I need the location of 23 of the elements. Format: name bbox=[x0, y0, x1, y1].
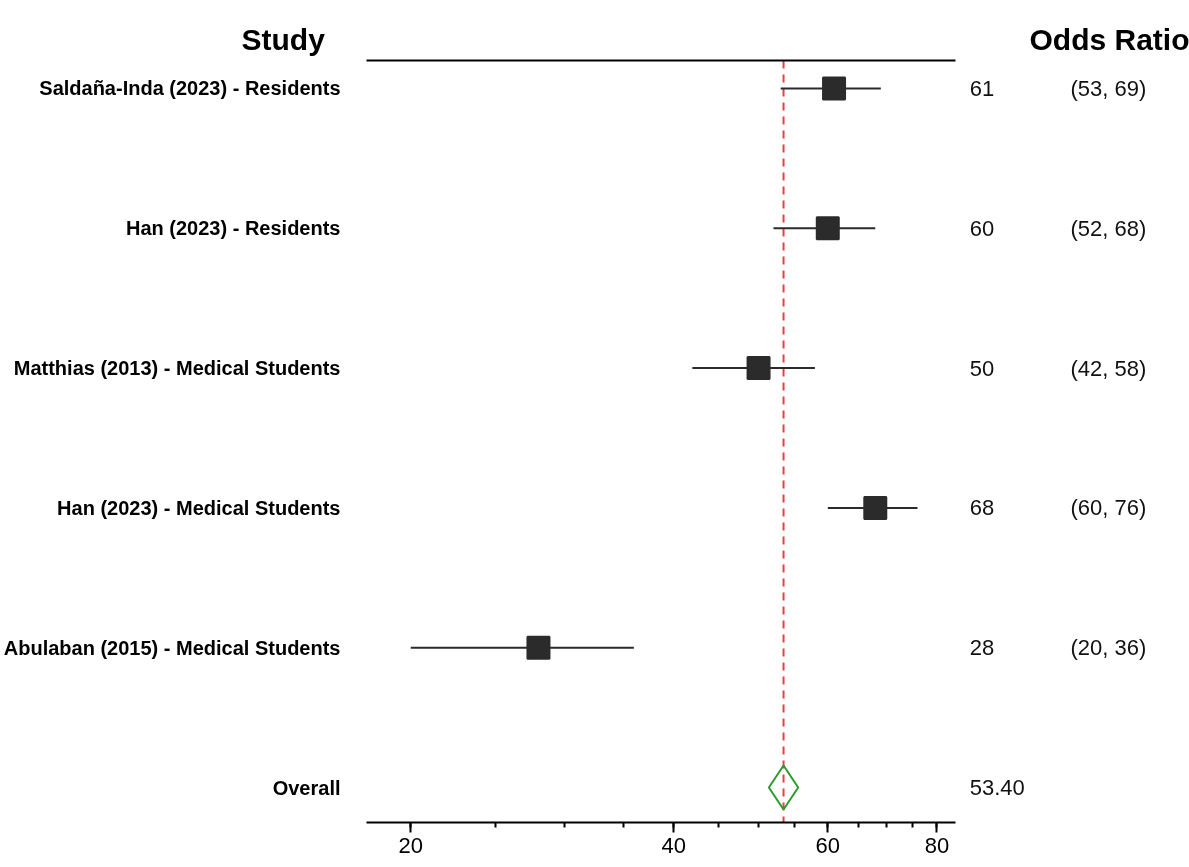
x-tick-label: 20 bbox=[398, 832, 423, 858]
y-axis-title: Study bbox=[241, 22, 326, 56]
text: (60, 76) bbox=[1070, 495, 1147, 521]
y-tick-label: Abulaban (2015) - Medical Students bbox=[3, 636, 341, 659]
text: Odds Ratio bbox=[1029, 22, 1189, 56]
y-tick-label: Saldaña-Inda (2023) - Residents bbox=[39, 77, 341, 100]
data-label: 60 bbox=[969, 215, 995, 241]
text: (42, 58) bbox=[1070, 355, 1147, 381]
data-label: 61 bbox=[969, 75, 995, 101]
text: (20, 36) bbox=[1070, 635, 1147, 661]
x-tick-label: 60 bbox=[815, 832, 841, 858]
text: (53, 69) bbox=[1070, 75, 1147, 101]
y-tick-label: Han (2023) - Medical Students bbox=[57, 496, 341, 519]
y-tick-label: Overall bbox=[272, 776, 341, 799]
data-label: 50 bbox=[969, 355, 995, 381]
y-tick-label: Matthias (2013) - Medical Students bbox=[13, 357, 341, 380]
x-tick-label: 40 bbox=[661, 832, 687, 858]
y-tick-label: Han (2023) - Residents bbox=[125, 217, 341, 240]
text: (52, 68) bbox=[1070, 215, 1147, 241]
data-label: 68 bbox=[969, 495, 995, 521]
text: 53.40 bbox=[969, 775, 1025, 801]
x-tick-label: 80 bbox=[924, 832, 950, 858]
data-label: 28 bbox=[969, 635, 995, 661]
